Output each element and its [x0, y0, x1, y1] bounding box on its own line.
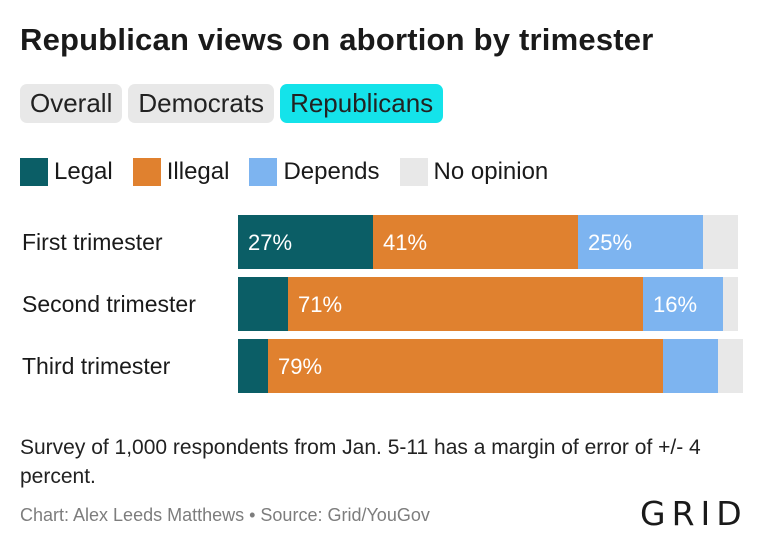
bar-segment-illegal-second-trimester: [288, 277, 643, 331]
tab-republicans[interactable]: Republicans: [280, 84, 444, 123]
legend-label-no-opinion: No opinion: [433, 158, 549, 185]
tab-democrats[interactable]: Democrats: [128, 84, 275, 123]
bar-segment-legal-second-trimester: [238, 277, 288, 331]
category-label-first-trimester: First trimester: [22, 229, 163, 255]
legend-item-legal: Legal: [20, 158, 113, 186]
bar-segment-no-opinion-third-trimester: [718, 339, 743, 393]
data-label-illegal-second-trimester: 71%: [298, 292, 342, 317]
grid-logo: GRID: [640, 494, 748, 533]
chart-credit: Chart: Alex Leeds Matthews • Source: Gri…: [20, 505, 430, 525]
data-label-depends-second-trimester: 16%: [653, 292, 697, 317]
bar-segment-illegal-third-trimester: [268, 339, 663, 393]
bar-segment-legal-third-trimester: [238, 339, 268, 393]
bar-segment-depends-first-trimester: [578, 215, 703, 269]
legend-swatch-no-opinion: [399, 158, 428, 186]
bar-segment-no-opinion-second-trimester: [723, 277, 738, 331]
legend-item-illegal: Illegal: [132, 158, 230, 186]
bar-segment-depends-second-trimester: [643, 277, 723, 331]
legend-swatch-depends: [249, 158, 278, 186]
survey-note: Survey of 1,000 respondents from Jan. 5-…: [20, 436, 701, 488]
legend-label-depends: Depends: [283, 158, 380, 185]
bar-segment-depends-third-trimester: [663, 339, 718, 393]
legend-item-depends: Depends: [249, 158, 380, 186]
category-label-third-trimester: Third trimester: [22, 353, 171, 379]
bar-segment-illegal-first-trimester: [373, 215, 578, 269]
stacked-bar-chart: First trimester 27% 41% 25% Second trimester…: [22, 215, 743, 393]
data-label-legal-first-trimester: 27%: [248, 230, 292, 255]
data-label-illegal-first-trimester: 41%: [383, 230, 427, 255]
legend-swatch-legal: [20, 158, 48, 186]
bar-segment-legal-first-trimester: [238, 215, 373, 269]
tab-overall[interactable]: Overall: [20, 84, 123, 123]
legend-swatch-illegal: [132, 158, 161, 186]
bar-segment-no-opinion-first-trimester: [703, 215, 738, 269]
legend-label-illegal: Illegal: [166, 158, 230, 185]
chart-legend: Legal Illegal Depends No opinion: [20, 158, 568, 186]
legend-item-no-opinion: No opinion: [399, 158, 549, 186]
category-label-second-trimester: Second trimester: [22, 291, 196, 317]
data-label-depends-first-trimester: 25%: [588, 230, 632, 255]
legend-label-legal: Legal: [54, 158, 113, 185]
data-label-illegal-third-trimester: 79%: [278, 354, 322, 379]
tab-bar: Overall Democrats Republicans: [20, 84, 444, 123]
chart-title: Republican views on abortion by trimeste…: [20, 22, 654, 57]
